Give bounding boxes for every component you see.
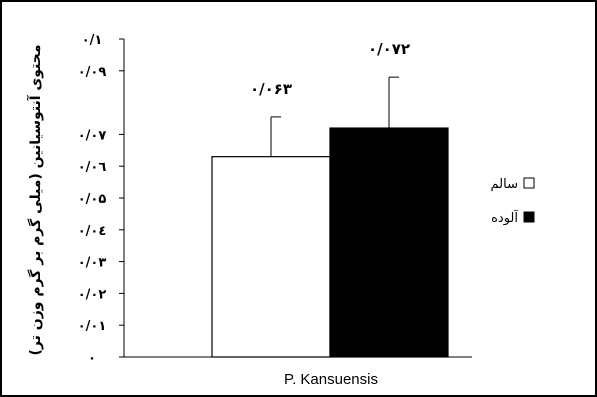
y-tick-label: ۰ (88, 351, 96, 366)
chart-bars (211, 127, 449, 358)
chart-data-labels: ۰/۰۶۳ ۰/۰۷۲ (250, 40, 410, 98)
y-tick-label: ۰/۰۵ (78, 192, 107, 207)
data-label: ۰/۰۶۳ (250, 80, 292, 98)
y-tick-label: ۰/۰٦ (78, 160, 107, 175)
y-tick-label: ۰/۰۹ (78, 65, 107, 80)
y-tick-label: ۰/۰۳ (78, 256, 107, 271)
y-tick-label: ۰/۰٤ (78, 224, 107, 239)
y-tick-label: ۰/۰۷ (78, 128, 107, 143)
legend-label: سالم (491, 177, 518, 192)
x-category-label: P. Kansuensis (284, 371, 378, 388)
y-tick-label: ۰/۱ (82, 33, 103, 48)
bar (211, 156, 331, 358)
y-tick-label: ۰/۰۱ (78, 319, 107, 334)
y-tick-label: ۰/۰۲ (78, 287, 107, 302)
chart-legend: سالم آلوده (491, 177, 535, 226)
legend-swatch (523, 211, 535, 223)
y-axis-label: محتوی آنتوسیانین (میلی گرم بر گرم وزن تر… (26, 45, 44, 356)
data-label: ۰/۰۷۲ (368, 40, 410, 58)
bar (329, 127, 449, 358)
legend-label: آلوده (491, 209, 519, 226)
chart-error-bars (270, 76, 399, 157)
y-tick-labels: ۰ ۰/۰۱ ۰/۰۲ ۰/۰۳ ۰/۰٤ ۰/۰۵ ۰/۰٦ ۰/۰۷ ۰/۰۹ ۰/۱ (78, 33, 107, 366)
legend-swatch (523, 177, 535, 189)
